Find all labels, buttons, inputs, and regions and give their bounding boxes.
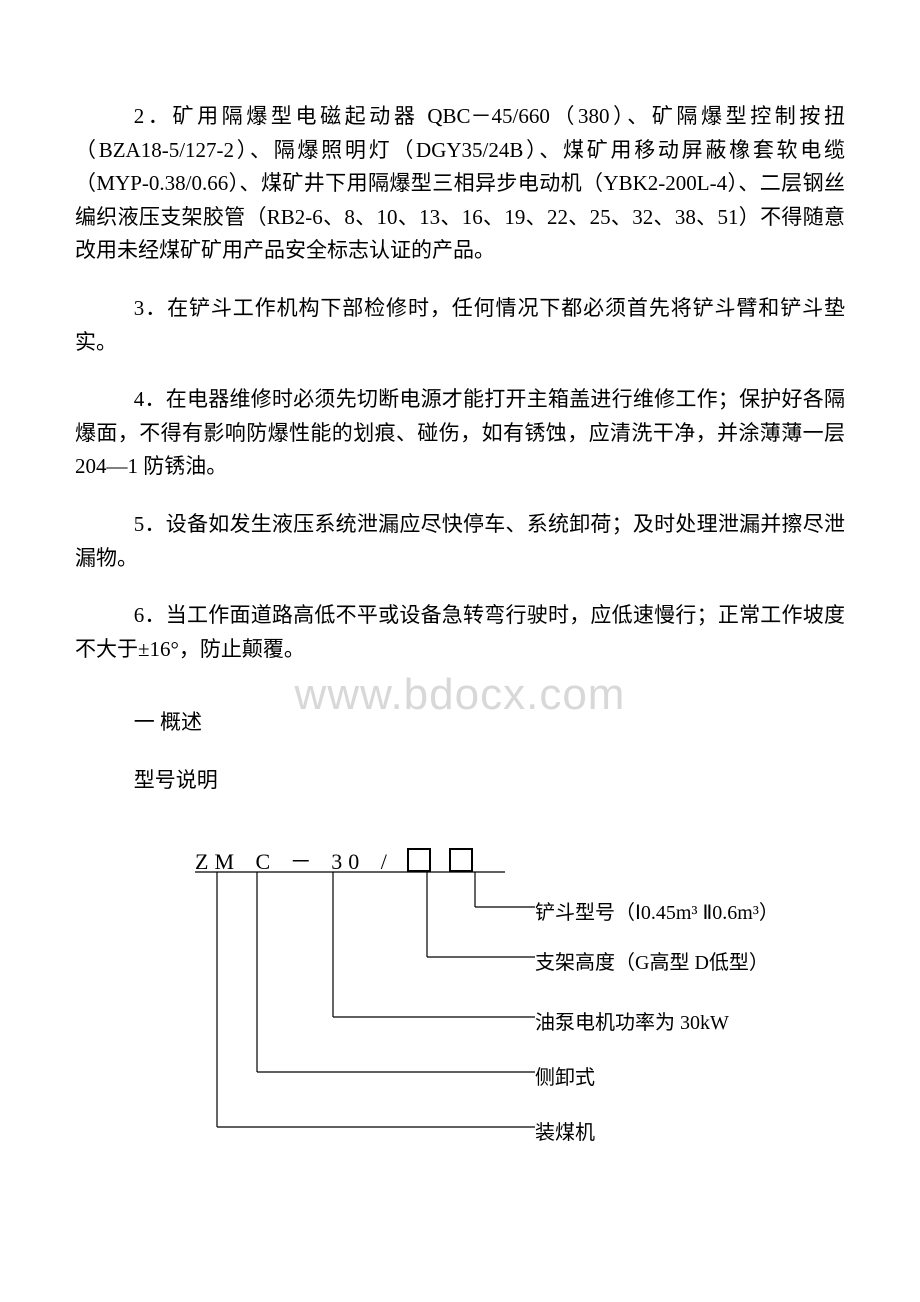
model-diagram: ZM C － 30 / 铲斗型号（Ⅰ0.45m³ Ⅱ0.6m³） 支架高度（G高… xyxy=(75,822,845,1182)
paragraph-2: 2．矿用隔爆型电磁起动器 QBC－45/660（380）、矿隔爆型控制按扭（BZ… xyxy=(75,100,845,268)
label-pump-power: 油泵电机功率为 30kW xyxy=(535,1006,729,1035)
paragraph-5: 5．设备如发生液压系统泄漏应尽快停车、系统卸荷；及时处理泄漏并擦尽泄漏物。 xyxy=(75,508,845,575)
label-coal-loader: 装煤机 xyxy=(535,1116,595,1145)
diagram-lines xyxy=(75,822,845,1182)
paragraph-6: 6．当工作面道路高低不平或设备急转弯行驶时，应低速慢行；正常工作坡度不大于±16… xyxy=(75,599,845,666)
paragraph-4: 4．在电器维修时必须先切断电源才能打开主箱盖进行维修工作；保护好各隔爆面，不得有… xyxy=(75,383,845,484)
label-side-dump: 侧卸式 xyxy=(535,1061,595,1090)
paragraph-3: 3．在铲斗工作机构下部检修时，任何情况下都必须首先将铲斗臂和铲斗垫实。 xyxy=(75,292,845,359)
label-bucket: 铲斗型号（Ⅰ0.45m³ Ⅱ0.6m³） xyxy=(535,896,779,925)
label-frame-height: 支架高度（G高型 D低型） xyxy=(535,946,769,975)
section-model-note: 型号说明 xyxy=(75,764,845,798)
watermark-text: www.bdocx.com xyxy=(295,670,626,720)
